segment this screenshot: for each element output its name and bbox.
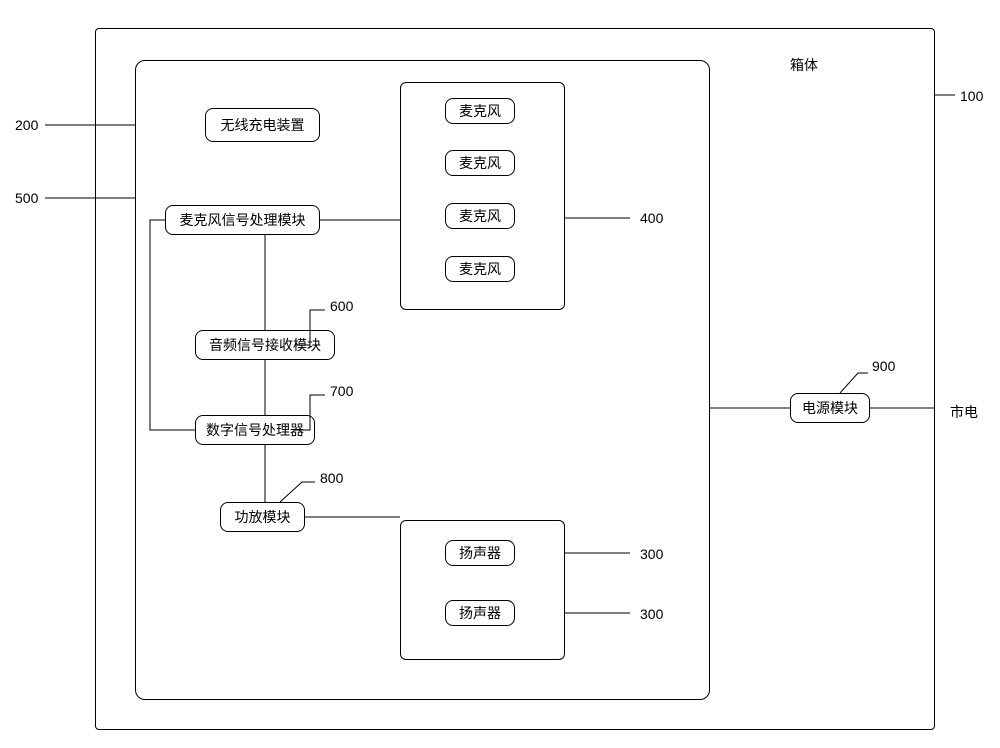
mains-label: 市电 xyxy=(950,402,978,422)
outer-title: 箱体 xyxy=(790,55,818,75)
ref-500: 500 xyxy=(15,190,38,206)
ref-300b: 300 xyxy=(640,606,663,622)
speaker-1: 扬声器 xyxy=(445,540,515,566)
ref-300a: 300 xyxy=(640,546,663,562)
ref-400: 400 xyxy=(640,210,663,226)
mic-3: 麦克风 xyxy=(445,203,515,229)
ref-600: 600 xyxy=(330,298,353,314)
ref-200: 200 xyxy=(15,117,38,133)
mic-1: 麦克风 xyxy=(445,98,515,124)
mic-signal-processor: 麦克风信号处理模块 xyxy=(165,205,320,235)
dsp: 数字信号处理器 xyxy=(195,415,315,445)
ref-100: 100 xyxy=(960,88,983,104)
ref-700: 700 xyxy=(330,383,353,399)
audio-receiver: 音频信号接收模块 xyxy=(195,330,335,360)
ref-800: 800 xyxy=(320,470,343,486)
mic-2: 麦克风 xyxy=(445,150,515,176)
diagram-canvas: 箱体 麦克风 麦克风 麦克风 麦克风 扬声器 扬声器 无线充电装置 麦克风信号处… xyxy=(0,0,1000,748)
mic-4: 麦克风 xyxy=(445,256,515,282)
speaker-2: 扬声器 xyxy=(445,600,515,626)
amplifier: 功放模块 xyxy=(220,502,305,532)
ref-900: 900 xyxy=(872,358,895,374)
wireless-charger: 无线充电装置 xyxy=(205,108,320,142)
power-supply: 电源模块 xyxy=(790,393,870,423)
